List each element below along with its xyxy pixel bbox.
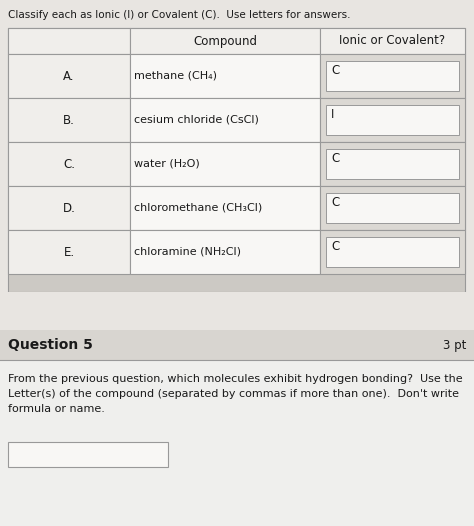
- Text: cesium chloride (CsCl): cesium chloride (CsCl): [134, 115, 259, 125]
- Bar: [326, 149, 459, 179]
- Bar: [130, 98, 320, 142]
- Bar: [320, 98, 465, 142]
- Bar: [0, 292, 474, 330]
- Bar: [320, 186, 465, 230]
- Bar: [320, 54, 465, 98]
- Bar: [130, 142, 320, 186]
- Text: C: C: [331, 196, 339, 209]
- Text: Ionic or Covalent?: Ionic or Covalent?: [339, 35, 446, 47]
- Text: C: C: [331, 152, 339, 165]
- Bar: [8, 28, 465, 292]
- Bar: [130, 28, 320, 54]
- Text: C: C: [331, 64, 339, 77]
- Text: 3 pt: 3 pt: [443, 339, 466, 351]
- Bar: [8, 98, 130, 142]
- Bar: [320, 28, 465, 54]
- Text: I: I: [331, 108, 334, 121]
- Bar: [326, 105, 459, 135]
- Bar: [8, 142, 130, 186]
- Text: Classify each as Ionic (I) or Covalent (C).  Use letters for answers.: Classify each as Ionic (I) or Covalent (…: [8, 10, 350, 20]
- Bar: [320, 230, 465, 274]
- Bar: [326, 61, 459, 91]
- Text: C: C: [331, 240, 339, 253]
- Bar: [8, 230, 130, 274]
- Bar: [8, 54, 130, 98]
- Bar: [326, 193, 459, 223]
- Bar: [0, 330, 474, 360]
- Bar: [320, 142, 465, 186]
- Text: B.: B.: [63, 114, 75, 126]
- Text: chloromethane (CH₃Cl): chloromethane (CH₃Cl): [134, 203, 262, 213]
- Bar: [326, 237, 459, 267]
- Text: Compound: Compound: [193, 35, 257, 47]
- Text: chloramine (NH₂Cl): chloramine (NH₂Cl): [134, 247, 241, 257]
- Text: methane (CH₄): methane (CH₄): [134, 71, 217, 81]
- Bar: [8, 442, 168, 467]
- Bar: [0, 330, 474, 526]
- Text: E.: E.: [64, 246, 74, 258]
- Bar: [130, 54, 320, 98]
- Text: D.: D.: [63, 201, 75, 215]
- Text: C.: C.: [63, 157, 75, 170]
- Text: water (H₂O): water (H₂O): [134, 159, 200, 169]
- Bar: [8, 28, 130, 54]
- Bar: [130, 230, 320, 274]
- Bar: [8, 186, 130, 230]
- Text: From the previous question, which molecules exhibit hydrogen bonding?  Use the
L: From the previous question, which molecu…: [8, 374, 463, 413]
- Text: Question 5: Question 5: [8, 338, 93, 352]
- Text: A.: A.: [63, 69, 75, 83]
- Bar: [130, 186, 320, 230]
